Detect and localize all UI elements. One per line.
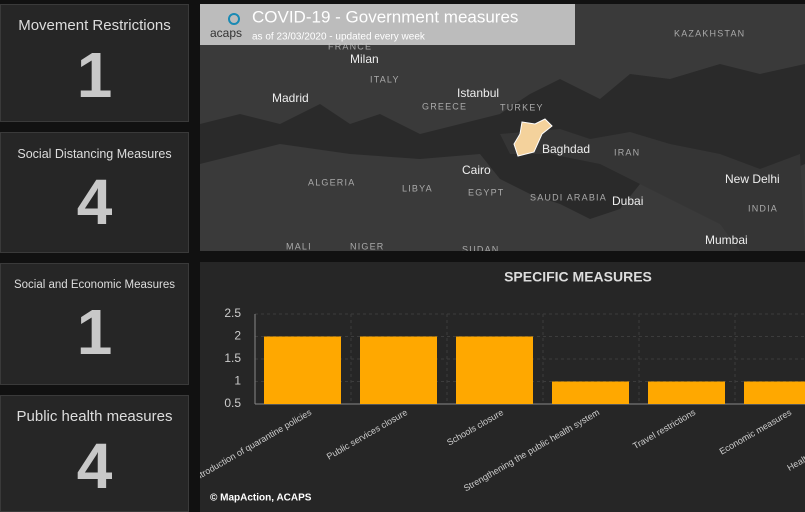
bar bbox=[264, 336, 341, 404]
country-label: IRAN bbox=[614, 147, 640, 157]
country-label: EGYPT bbox=[468, 187, 505, 197]
panel-count: 4 bbox=[76, 430, 113, 502]
y-tick-label: 2.5 bbox=[224, 306, 241, 320]
logo: acaps bbox=[210, 26, 242, 40]
bar bbox=[552, 381, 629, 404]
bar bbox=[360, 336, 437, 404]
city-label: New Delhi bbox=[725, 172, 780, 186]
map-title: COVID-19 - Government measures bbox=[252, 7, 518, 26]
count-panel: Public health measures 4 bbox=[0, 395, 189, 512]
chart-title: SPECIFIC MEASURES bbox=[504, 269, 652, 285]
city-label: Madrid bbox=[272, 91, 309, 105]
chart: SPECIFIC MEASURES © MapAction, ACAPS 0.5… bbox=[200, 262, 805, 512]
city-label: Milan bbox=[350, 52, 379, 66]
y-tick-label: 1.5 bbox=[224, 351, 241, 365]
panel-title: Social Distancing Measures bbox=[17, 147, 172, 161]
panel-count: 1 bbox=[76, 296, 113, 368]
bar bbox=[744, 381, 805, 404]
logo-icon bbox=[228, 13, 240, 25]
panel-title: Social and Economic Measures bbox=[13, 279, 176, 291]
city-label: Baghdad bbox=[542, 142, 590, 156]
y-tick-label: 0.5 bbox=[224, 396, 241, 410]
bar bbox=[648, 381, 725, 404]
country-label: KAZAKHSTAN bbox=[674, 28, 745, 38]
highlight-country bbox=[513, 118, 553, 157]
country-label: LIBYA bbox=[402, 183, 433, 193]
country-label: INDIA bbox=[748, 203, 778, 213]
panel-count: 4 bbox=[76, 166, 113, 238]
land bbox=[500, 129, 805, 251]
land bbox=[200, 144, 805, 251]
country-label: FRANCE bbox=[328, 41, 372, 51]
panel-count: 1 bbox=[76, 39, 113, 111]
count-panel: Social and Economic Measures 1 bbox=[0, 263, 189, 385]
panel-title: Public health measures bbox=[16, 408, 173, 425]
panel-title: Movement Restrictions bbox=[18, 17, 171, 34]
y-tick-label: 2 bbox=[234, 329, 241, 343]
country-label: NIGER bbox=[350, 241, 385, 251]
map-subtitle: as of 23/03/2020 - updated every week bbox=[252, 32, 426, 43]
country-label: TURKEY bbox=[500, 102, 544, 112]
title-box bbox=[200, 4, 575, 45]
city-label: Mumbai bbox=[705, 233, 748, 247]
city-label: Dubai bbox=[612, 194, 643, 208]
country-label: SAUDI ARABIA bbox=[530, 192, 607, 202]
city-label: Cairo bbox=[462, 163, 491, 177]
count-panel: Movement Restrictions 1 bbox=[0, 4, 189, 122]
bar bbox=[456, 336, 533, 404]
credit: © MapAction, ACAPS bbox=[210, 493, 312, 504]
country-label: GREECE bbox=[422, 101, 467, 111]
country-label: ALGERIA bbox=[308, 177, 355, 187]
city-label: Istanbul bbox=[457, 86, 499, 100]
y-tick-label: 1 bbox=[234, 374, 241, 388]
country-label: SUDAN bbox=[462, 244, 500, 251]
country-label: MALI bbox=[286, 241, 312, 251]
count-panel: Social Distancing Measures 4 bbox=[0, 132, 189, 253]
country-label: ITALY bbox=[370, 74, 400, 84]
